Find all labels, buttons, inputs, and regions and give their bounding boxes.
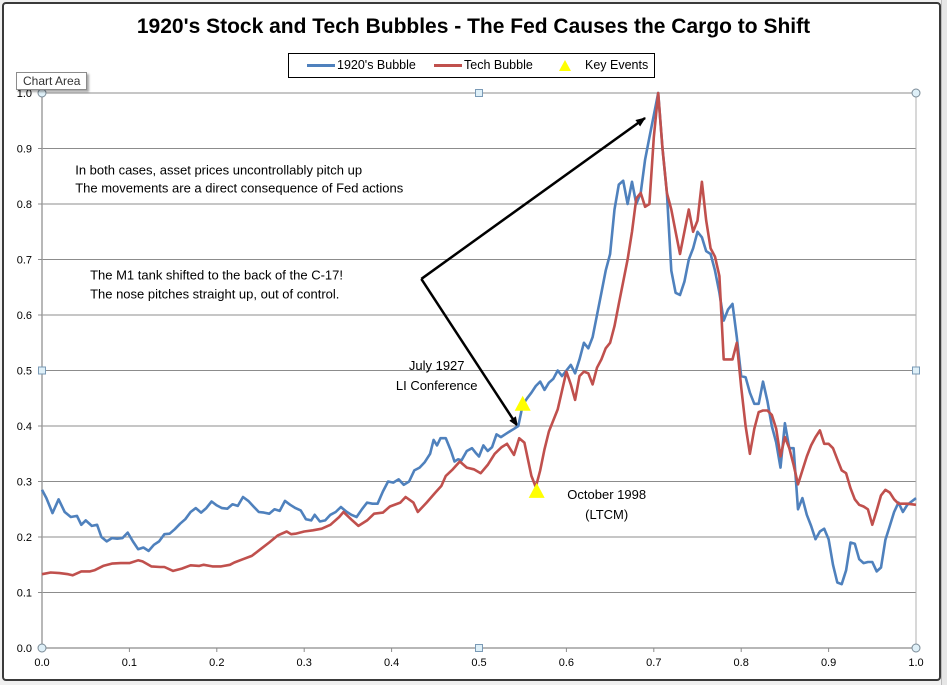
resize-handle-corner[interactable] <box>911 643 921 653</box>
resize-handle-corner[interactable] <box>37 643 47 653</box>
y-tick-label: 0.6 <box>17 310 32 322</box>
resize-handle-corner[interactable] <box>911 88 921 98</box>
legend-swatch-tech <box>434 63 462 67</box>
y-tick-label: 0.3 <box>17 477 32 489</box>
x-tick-label: 0.6 <box>559 657 574 669</box>
x-tick-label: 0.3 <box>297 657 312 669</box>
resize-handle-edge[interactable] <box>475 644 483 652</box>
legend-label-tech: Tech Bubble <box>464 58 533 72</box>
key-event-label-july-1927: LI Conference <box>396 378 478 393</box>
y-tick-label: 0.9 <box>17 144 32 156</box>
y-axis-ticks: 0.0 0.1 0.2 0.3 0.4 0.5 0.6 0.7 0.8 0.9 1.0 <box>17 88 42 655</box>
selection-handles <box>37 88 921 653</box>
key-event-label-october-1998: (LTCM) <box>585 507 628 522</box>
annotations: In both cases, asset prices uncontrollab… <box>75 116 646 427</box>
x-tick-label: 0.5 <box>471 657 486 669</box>
y-tick-label: 0.0 <box>17 643 32 655</box>
series-line-tech-bubble <box>41 91 917 577</box>
x-tick-label: 1.0 <box>908 657 923 669</box>
chart-title: 1920's Stock and Tech Bubbles - The Fed … <box>136 15 811 38</box>
triangle-marker-icon <box>559 59 571 71</box>
x-tick-label: 0.7 <box>646 657 661 669</box>
legend-item-key-events: Key Events <box>559 58 648 72</box>
window-scrollbar[interactable] <box>941 0 947 685</box>
y-tick-label: 0.2 <box>17 532 32 544</box>
x-tick-label: 0.2 <box>209 657 224 669</box>
key-events: July 1927 LI Conference October 1998 (LTCM) <box>396 358 646 522</box>
legend-item-1920s-bubble: 1920's Bubble <box>307 58 416 72</box>
legend-swatch-1920s <box>307 63 335 67</box>
resize-handle-edge[interactable] <box>475 89 483 97</box>
resize-handle-edge[interactable] <box>38 366 46 375</box>
legend-item-tech-bubble: Tech Bubble <box>434 58 533 72</box>
annotation-text-note-1: In both cases, asset prices uncontrollab… <box>75 163 362 178</box>
resize-handle-corner[interactable] <box>37 88 47 98</box>
annotation-text-note-1: The movements are a direct consequence o… <box>75 180 404 195</box>
x-tick-label: 0.9 <box>821 657 836 669</box>
y-tick-label: 0.8 <box>17 199 32 211</box>
annotation-text-note-2: The nose pitches straight up, out of con… <box>90 286 339 301</box>
legend-label-key-events: Key Events <box>585 58 649 72</box>
y-tick-label: 0.1 <box>17 588 32 600</box>
chart-legend[interactable]: 1920's Bubble Tech Bubble Key Events <box>288 53 655 78</box>
x-tick-label: 0.1 <box>122 657 137 669</box>
x-tick-label: 0.4 <box>384 657 399 669</box>
legend-label-1920s: 1920's Bubble <box>337 58 416 72</box>
y-tick-label: 0.7 <box>17 255 32 267</box>
arrow-annotation <box>420 116 646 280</box>
resize-handle-edge[interactable] <box>912 366 920 375</box>
x-tick-label: 0.0 <box>34 657 49 669</box>
series-line-1920s-bubble <box>40 91 917 586</box>
chart-area-tooltip: Chart Area <box>16 72 88 90</box>
annotation-text-note-2: The M1 tank shifted to the back of the C… <box>90 268 343 283</box>
key-event-marker <box>514 395 531 411</box>
y-tick-label: 1.0 <box>17 88 32 100</box>
y-tick-label: 0.4 <box>17 421 32 433</box>
x-tick-label: 0.8 <box>734 657 749 669</box>
y-tick-label: 0.5 <box>17 366 32 378</box>
key-event-label-october-1998: October 1998 <box>567 487 646 502</box>
key-event-label-july-1927: July 1927 <box>409 358 465 373</box>
arrow-annotation <box>420 278 519 427</box>
series-lines <box>40 91 917 586</box>
key-event-marker <box>528 482 545 498</box>
